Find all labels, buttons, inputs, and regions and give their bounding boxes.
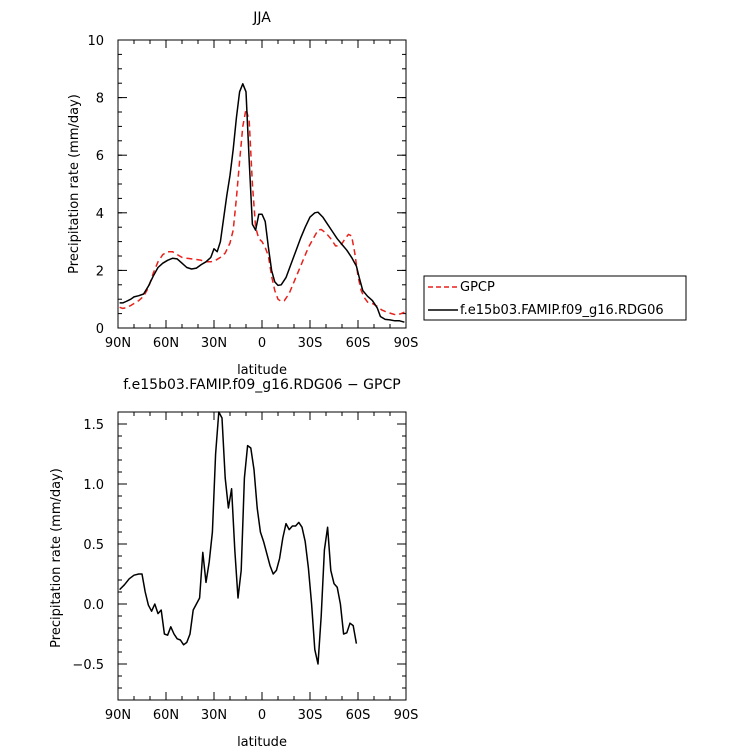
x-tick-label: 90N [105, 708, 131, 723]
x-tick-label: 90S [394, 336, 419, 351]
series-line-0 [119, 411, 358, 665]
x-tick-label: 0 [258, 708, 266, 723]
x-tick-label: 60N [153, 708, 179, 723]
x-tick-label: 90S [394, 708, 419, 723]
series-line-1 [119, 83, 405, 323]
x-tick-label: 60S [346, 336, 371, 351]
chart-top: JJA latitude Precipitation rate (mm/day)… [67, 10, 418, 378]
x-tick-label: 0 [258, 336, 266, 351]
x-axis-label: latitude [237, 363, 287, 378]
y-tick-label: −0.5 [72, 658, 104, 673]
legend-label-model: f.e15b03.FAMIP.f09_g16.RDG06 [460, 303, 664, 318]
plot-area: 90N 60N 30N 0 30S 60S 90S 0 2 4 6 8 10 [87, 34, 418, 351]
y-axis-label: Precipitation rate (mm/day) [49, 468, 64, 648]
y-tick-label: 8 [96, 92, 104, 107]
x-axis-label: latitude [237, 735, 287, 750]
x-tick-label: 30N [201, 336, 227, 351]
y-tick-label: 4 [96, 207, 104, 222]
x-tick-label: 90N [105, 336, 131, 351]
y-axis-label: Precipitation rate (mm/day) [67, 94, 82, 274]
plot-frame [117, 39, 407, 329]
plot-area: 90N 60N 30N 0 30S 60S 90S −0.5 0.0 0.5 1.0 1.5 [72, 411, 419, 723]
y-tick-label: 0.0 [83, 598, 104, 613]
x-tick-label: 60N [153, 336, 179, 351]
y-tick-label: 1.5 [83, 418, 104, 433]
chart-title: JJA [252, 10, 271, 26]
legend-label-gpcp: GPCP [460, 280, 495, 295]
x-tick-label: 30N [201, 708, 227, 723]
plot-frame [117, 411, 407, 701]
y-tick-label: 10 [87, 34, 104, 49]
legend: GPCP f.e15b03.FAMIP.f09_g16.RDG06 [423, 275, 687, 321]
legend-box [423, 275, 687, 321]
chart-title: f.e15b03.FAMIP.f09_g16.RDG06 − GPCP [123, 377, 400, 393]
y-tick-label: 6 [96, 149, 104, 164]
x-tick-label: 60S [346, 708, 371, 723]
chart-bottom: f.e15b03.FAMIP.f09_g16.RDG06 − GPCP lati… [49, 377, 418, 750]
x-tick-label: 30S [298, 336, 323, 351]
y-tick-label: 2 [96, 264, 104, 279]
x-tick-label: 30S [298, 708, 323, 723]
y-tick-label: 1.0 [83, 478, 104, 493]
y-tick-label: 0.5 [83, 538, 104, 553]
y-tick-label: 0 [96, 322, 104, 337]
